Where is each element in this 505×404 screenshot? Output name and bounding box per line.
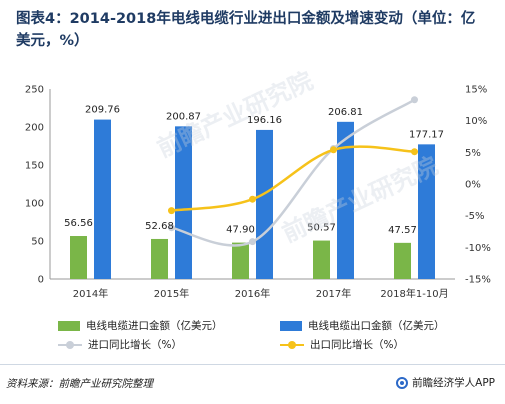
point-import-growth [411,96,418,104]
bar-value-label: 209.76 [85,105,120,116]
brand-name: 前瞻经济学人APP [412,377,495,389]
bar-export [337,121,354,279]
y-right-tick-label: -15% [465,275,491,286]
y-left-tick-label: 0 [38,275,44,286]
bar-value-label: 47.57 [388,225,417,236]
y-right-tick-label: 0% [465,180,481,191]
x-tick-label: 2015年 [154,287,189,300]
point-export-growth [411,148,418,156]
x-tick-label: 2017年 [316,287,351,300]
bar-import [70,236,87,279]
brand-logo-icon [396,376,409,389]
legend-export-amount: 电线电缆出口金额（亿美元） [280,318,445,333]
line-export-growth [171,145,415,212]
bar-import [151,238,168,279]
legend-label: 出口同比增长（%） [310,339,404,351]
y-left-tick-label: 50 [31,237,44,248]
bar-value-label: 50.57 [307,223,336,234]
legend-swatch-export-line [280,340,304,350]
bar-export [175,126,192,279]
point-export-growth [168,207,175,215]
legend-import-growth: 进口同比增长（%） [58,337,182,352]
bar-value-label: 52.68 [145,221,174,232]
chart-title: 图表4：2014-2018年电线电缆行业进出口金额及增速变动（单位：亿美元，%） [16,11,476,49]
y-right-tick-label: -5% [465,211,484,222]
bar-value-label: 47.90 [226,225,255,236]
source-note: 资料来源：前瞻产业研究院整理 [6,378,153,390]
legend-import-amount: 电线电缆进口金额（亿美元） [58,318,223,333]
bar-value-label: 196.16 [247,115,282,126]
point-import-growth [249,238,256,246]
bar-value-label: 206.81 [328,107,363,118]
y-right-tick-label: 10% [465,116,487,127]
legend-swatch-import-bar [58,320,80,331]
line-import-growth [171,98,416,247]
brand-mark: 前瞻经济学人APP [396,375,495,390]
y-right-tick-label: 15% [465,85,487,96]
y-left-tick-label: 150 [25,161,44,172]
y-right-tick-label: -10% [465,243,491,254]
legend-export-growth: 出口同比增长（%） [280,337,404,352]
y-left-tick-label: 250 [25,85,44,96]
x-tick-label: 2018年1-10月 [380,287,448,300]
point-export-growth [330,146,337,154]
bar-value-label: 200.87 [166,111,201,122]
bar-value-label: 56.56 [64,218,93,229]
bar-import [313,240,330,279]
y-left-tick-label: 200 [25,123,44,134]
legend-swatch-export-bar [280,320,302,331]
x-tick-label: 2014年 [73,287,108,300]
bar-import [394,242,411,279]
point-import-growth [168,224,175,232]
y-right-tick-label: 5% [465,148,481,159]
legend-label: 进口同比增长（%） [88,339,182,351]
y-left-tick-label: 100 [25,199,44,210]
bar-export [94,119,111,279]
bar-value-label: 177.17 [409,129,444,140]
point-export-growth [249,195,256,203]
legend-label: 电线电缆出口金额（亿美元） [308,320,445,332]
legend-label: 电线电缆进口金额（亿美元） [86,320,223,332]
bar-export [418,144,435,279]
bar-export [256,129,273,279]
x-tick-label: 2016年 [235,287,270,300]
bar-import [232,242,249,279]
legend-swatch-import-line [58,340,82,350]
footer-divider [0,364,505,365]
